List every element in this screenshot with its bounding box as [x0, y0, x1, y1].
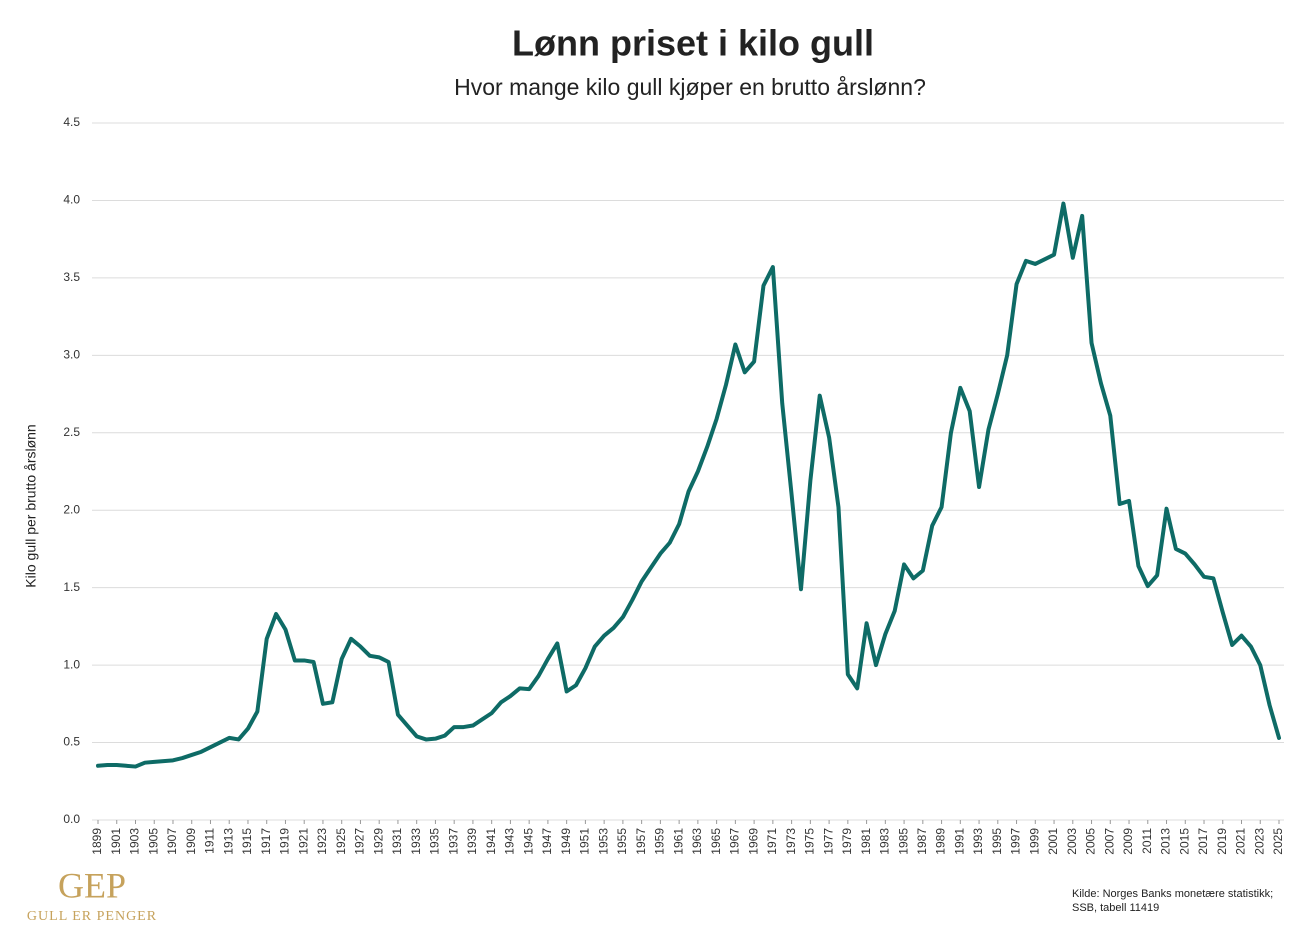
chart-subtitle: Hvor mange kilo gull kjøper en brutto år… — [454, 74, 926, 100]
x-tick-label: 1923 — [315, 828, 329, 855]
x-tick-label: 1927 — [353, 828, 367, 855]
x-tick-label: 1937 — [446, 828, 460, 855]
x-tick-label: 1955 — [615, 828, 629, 855]
y-tick-label: 1.5 — [63, 580, 80, 594]
x-tick-label: 1907 — [165, 828, 179, 855]
x-tick-label: 1967 — [728, 828, 742, 855]
x-tick-label: 1913 — [221, 828, 235, 855]
y-tick-label: 4.0 — [63, 193, 80, 207]
x-tick-label: 2001 — [1046, 828, 1060, 855]
x-tick-label: 1919 — [278, 828, 292, 855]
y-tick-label: 3.5 — [63, 270, 80, 284]
y-tick-label: 3.0 — [63, 348, 80, 362]
x-tick-label: 1969 — [746, 828, 760, 855]
x-tick-label: 1925 — [334, 828, 348, 855]
x-tick-label: 1915 — [240, 828, 254, 855]
x-tick-label: 2023 — [1252, 828, 1266, 855]
x-tick-label: 1987 — [915, 828, 929, 855]
x-tick-label: 1993 — [971, 828, 985, 855]
x-tick-label: 1909 — [184, 828, 198, 855]
x-tick-label: 1935 — [428, 828, 442, 855]
y-tick-label: 2.0 — [63, 502, 80, 516]
x-tick-label: 2011 — [1140, 828, 1154, 854]
x-tick-label: 2009 — [1121, 828, 1135, 855]
x-tick-label: 1975 — [803, 828, 817, 855]
x-tick-label: 1995 — [990, 828, 1004, 855]
x-tick-label: 1985 — [896, 828, 910, 855]
x-tick-label: 1947 — [540, 828, 554, 855]
x-tick-label: 1905 — [146, 828, 160, 855]
x-tick-label: 2005 — [1084, 828, 1098, 855]
y-tick-label: 0.0 — [63, 812, 80, 826]
x-tick-label: 1917 — [259, 828, 273, 855]
x-tick-label: 1931 — [390, 828, 404, 855]
y-tick-label: 2.5 — [63, 425, 80, 439]
source-note: Kilde: Norges Banks monetære statistikk; — [1072, 888, 1273, 900]
y-axis-label: Kilo gull per brutto årslønn — [23, 424, 39, 587]
x-tick-label: 1973 — [784, 828, 798, 855]
x-tick-label: 1957 — [634, 828, 648, 855]
x-tick-label: 1903 — [128, 828, 142, 855]
x-tick-label: 1999 — [1027, 828, 1041, 855]
x-tick-label: 1899 — [90, 828, 104, 855]
source-note: SSB, tabell 11419 — [1072, 902, 1159, 914]
x-tick-label: 2013 — [1159, 828, 1173, 855]
x-tick-label: 1953 — [596, 828, 610, 855]
data-line — [96, 201, 1281, 769]
x-tick-label: 1933 — [409, 828, 423, 855]
x-tick-label: 1939 — [465, 828, 479, 855]
y-tick-label: 4.5 — [63, 115, 80, 129]
x-tick-label: 2017 — [1196, 828, 1210, 855]
x-tick-label: 2003 — [1065, 828, 1079, 855]
x-tick-label: 1921 — [296, 828, 310, 855]
x-tick-label: 1941 — [484, 828, 498, 855]
x-tick-label: 1949 — [559, 828, 573, 855]
x-tick-label: 1989 — [934, 828, 948, 855]
x-tick-label: 1963 — [690, 828, 704, 855]
x-tick-label: 1951 — [578, 828, 592, 855]
x-tick-label: 2015 — [1177, 828, 1191, 855]
y-tick-label: 1.0 — [63, 657, 80, 671]
x-tick-label: 2007 — [1102, 828, 1116, 855]
logo-mark: GEP — [58, 865, 126, 905]
y-tick-label: 0.5 — [63, 735, 80, 749]
x-tick-label: 1997 — [1009, 828, 1023, 855]
x-tick-label: 1901 — [109, 828, 123, 855]
x-tick-label: 2025 — [1271, 828, 1285, 855]
x-tick-label: 1911 — [203, 828, 217, 854]
x-tick-label: 1979 — [840, 828, 854, 855]
x-tick-label: 1983 — [878, 828, 892, 855]
x-tick-label: 1977 — [821, 828, 835, 855]
chart-title: Lønn priset i kilo gull — [512, 23, 874, 64]
logo-text: GULL ER PENGER — [27, 909, 157, 924]
x-tick-label: 1971 — [765, 828, 779, 855]
x-tick-label: 1945 — [521, 828, 535, 855]
x-tick-label: 1943 — [503, 828, 517, 855]
x-tick-label: 1959 — [653, 828, 667, 855]
x-tick-label: 1961 — [671, 828, 685, 855]
x-tick-label: 1929 — [371, 828, 385, 855]
x-tick-label: 1991 — [952, 828, 966, 855]
x-tick-label: 2021 — [1234, 828, 1248, 855]
x-tick-label: 1965 — [709, 828, 723, 855]
x-tick-label: 1981 — [859, 828, 873, 855]
x-tick-label: 2019 — [1215, 828, 1229, 855]
